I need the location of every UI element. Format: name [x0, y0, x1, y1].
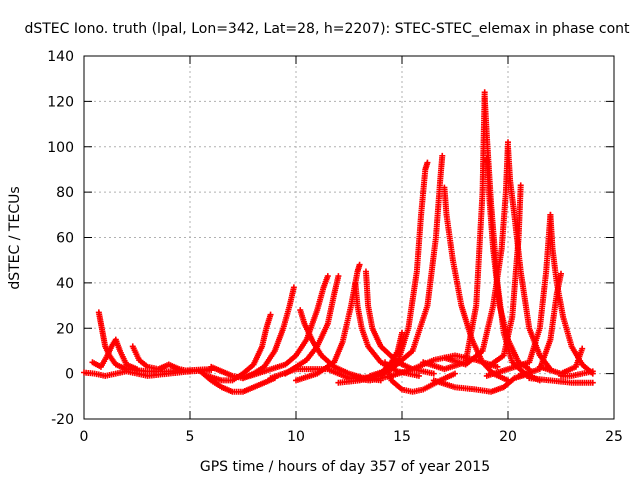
y-tick-label: 80 — [56, 185, 74, 201]
data-point — [494, 363, 501, 370]
data-series — [536, 345, 586, 377]
x-axis: 0 5 10 15 20 25 — [80, 56, 623, 445]
x-tick-label: 5 — [186, 429, 195, 445]
data-series — [297, 307, 384, 384]
data-point — [415, 372, 422, 379]
x-tick-label: 0 — [80, 429, 89, 445]
data-point — [267, 311, 274, 318]
data-series — [558, 368, 596, 379]
data-series — [526, 375, 596, 386]
data-point — [439, 152, 446, 159]
y-tick-label: 40 — [56, 276, 74, 292]
data-point — [452, 370, 458, 377]
y-tick-label: 0 — [65, 367, 74, 383]
data-point — [424, 159, 431, 166]
data-series — [488, 182, 524, 368]
data-series — [267, 352, 501, 384]
data-series — [515, 270, 564, 379]
x-tick-label: 15 — [393, 429, 411, 445]
chart-title: dSTEC Iono. truth (lpal, Lon=342, Lat=28… — [24, 21, 630, 37]
data-point — [589, 379, 596, 386]
data-point — [558, 270, 564, 277]
y-tick-label: -20 — [51, 412, 74, 428]
data-series — [420, 89, 488, 373]
data-point — [290, 284, 297, 291]
data-series — [430, 370, 533, 395]
data-series — [367, 152, 446, 379]
data-point — [517, 182, 524, 189]
y-tick-label: 120 — [47, 94, 74, 110]
data-series — [89, 336, 140, 373]
y-axis-label: dSTEC / TECUs — [7, 186, 23, 289]
data-point — [430, 370, 437, 377]
y-tick-label: 100 — [47, 140, 74, 156]
x-axis-label: GPS time / hours of day 357 of year 2015 — [200, 459, 490, 475]
data-point — [399, 329, 405, 336]
data-point — [134, 366, 140, 373]
data-point — [187, 368, 193, 375]
x-tick-label: 10 — [287, 429, 305, 445]
y-tick-label: 140 — [47, 49, 74, 65]
data-point — [335, 273, 342, 280]
y-tick-label: 60 — [56, 231, 74, 247]
x-tick-label: 25 — [605, 429, 623, 445]
data-point — [589, 368, 596, 375]
data-series — [129, 343, 193, 375]
data-point — [356, 261, 363, 268]
data-point — [324, 273, 331, 280]
data-marks — [81, 89, 596, 395]
data-series — [240, 273, 331, 382]
x-tick-label: 20 — [499, 429, 517, 445]
data-point — [579, 345, 586, 352]
y-axis: -20 0 20 40 60 80 100 120 140 — [47, 49, 614, 428]
y-tick-label: 20 — [56, 321, 74, 337]
